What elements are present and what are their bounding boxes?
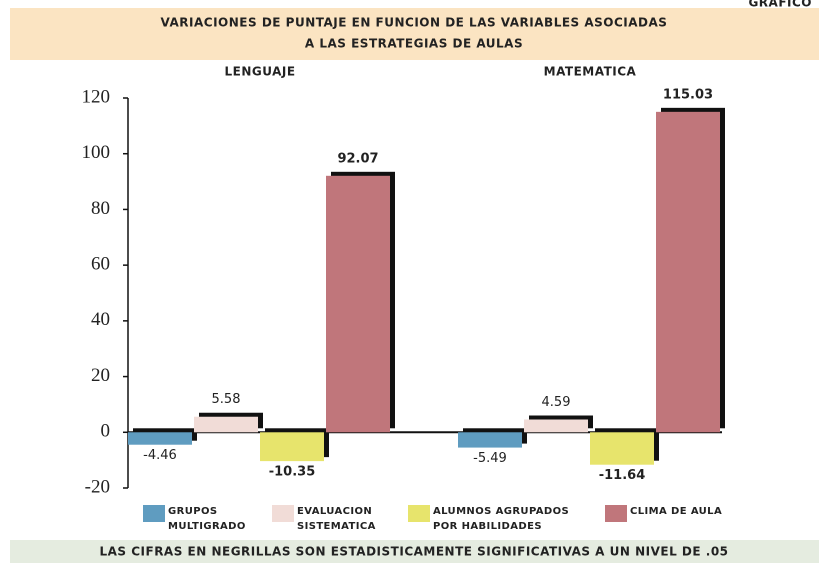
chart-title: VARIACIONES DE PUNTAJE EN FUNCION DE LAS… [161,16,668,30]
legend-swatch [272,505,294,522]
group-label: LENGUAJE [224,65,295,79]
value-label: 4.59 [542,395,571,410]
y-tick-label: -20 [85,476,110,497]
legend-swatch [605,505,627,522]
bar [656,111,720,433]
y-tick-label: 120 [82,86,111,107]
corner-label: GRAFICO [748,0,812,10]
note: LAS CIFRAS EN NEGRILLAS SON ESTADISTICAM… [99,545,728,559]
y-tick-label: 80 [91,198,110,219]
bar [326,175,390,433]
value-label: 115.03 [663,87,713,102]
legend-label: SISTEMATICA [297,521,376,532]
y-tick-label: 40 [91,309,110,330]
value-label: 92.07 [337,151,378,166]
legend-label: CLIMA DE AULA [630,506,722,517]
bar [590,432,654,465]
y-tick-label: 100 [82,142,111,163]
y-tick-label: 20 [91,365,110,386]
y-tick-label: 60 [91,254,110,275]
value-label: -5.49 [473,451,507,466]
legend-label: ALUMNOS AGRUPADOS [433,506,569,517]
legend-label: POR HABILIDADES [433,521,542,532]
y-tick-label: 0 [101,421,111,442]
title-band [10,8,819,60]
legend-label: MULTIGRADO [168,521,246,532]
legend-swatch [408,505,430,522]
bar [260,432,324,462]
value-label: -10.35 [269,465,316,480]
legend-label: EVALUACION [297,506,372,517]
note-band [10,540,819,563]
legend-swatch [143,505,165,522]
group-label: MATEMATICA [544,65,637,79]
legend-label: GRUPOS [168,506,217,517]
bar [458,432,522,448]
value-label: -11.64 [599,468,646,483]
value-label: -4.46 [143,448,177,463]
chart-title: A LAS ESTRATEGIAS DE AULAS [305,37,523,51]
value-label: 5.58 [212,392,241,407]
bar [194,416,258,433]
bar [128,432,192,445]
bar [524,419,588,433]
